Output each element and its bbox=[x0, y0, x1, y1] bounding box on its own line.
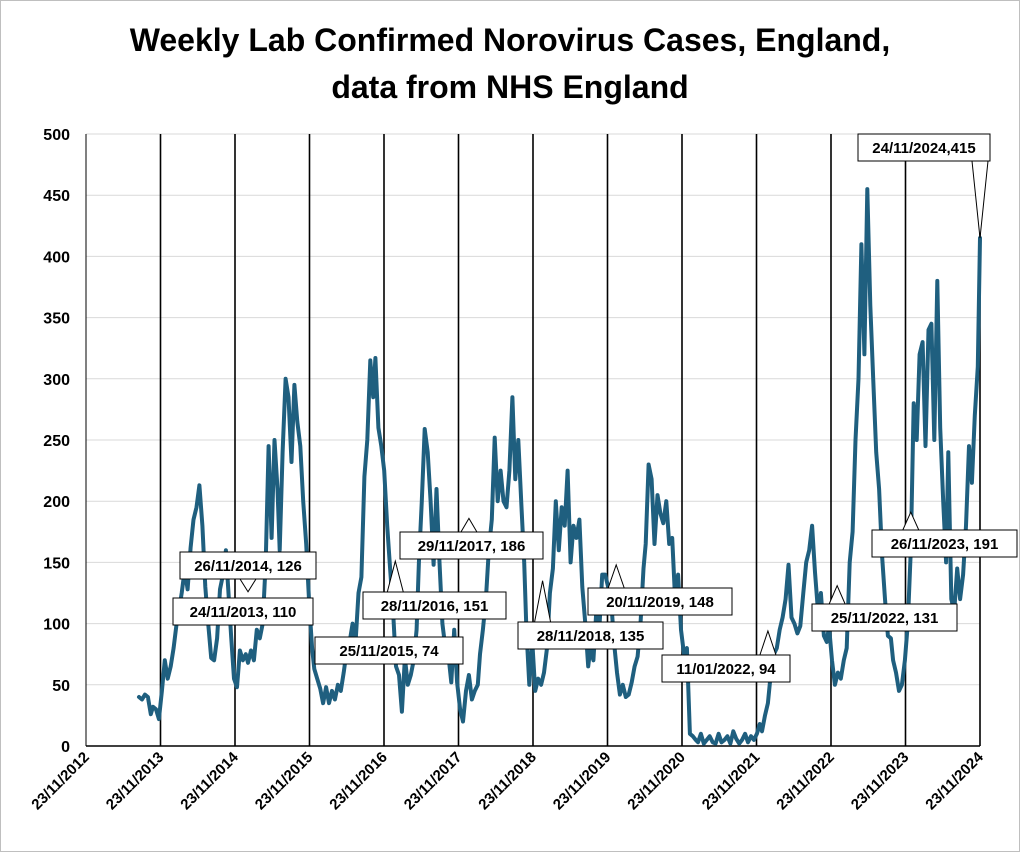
callout-pointer bbox=[971, 160, 989, 239]
annotation-callout: 24/11/2024,415 bbox=[857, 133, 991, 239]
annotation-callout: 26/11/2014, 126 bbox=[179, 551, 317, 593]
x-tick-label: 23/11/2013 bbox=[103, 749, 168, 814]
y-axis-ticks: 0 50 100 150 200 250 300 350 400 450 500 bbox=[43, 127, 70, 756]
callout-pointer bbox=[607, 563, 625, 589]
annotation-callout: 11/01/2022, 94 bbox=[661, 629, 791, 683]
annotation-callout: 25/11/2022, 131 bbox=[811, 584, 958, 632]
chart-title: Weekly Lab Confirmed Norovirus Cases, En… bbox=[130, 22, 890, 58]
annotation-callout: 28/11/2018, 135 bbox=[517, 580, 664, 650]
callout-box bbox=[871, 529, 1018, 558]
y-tick-label: 150 bbox=[43, 555, 70, 572]
callout-box bbox=[399, 531, 544, 560]
callout-label: 11/01/2022, 94 bbox=[676, 661, 776, 678]
series-group bbox=[137, 187, 982, 746]
y-tick-label: 500 bbox=[43, 127, 70, 144]
x-axis-ticks: 23/11/2012 23/11/2013 23/11/2014 23/11/2015… bbox=[28, 748, 987, 813]
callout-label: 25/11/2015, 74 bbox=[339, 643, 439, 660]
y-tick-label: 100 bbox=[43, 617, 70, 634]
annotation-callout: 25/11/2015, 74 bbox=[314, 636, 464, 665]
callout-label: 25/11/2022, 131 bbox=[831, 610, 939, 627]
x-tick-label: 23/11/2014 bbox=[177, 748, 242, 813]
x-tick-label: 23/11/2017 bbox=[401, 749, 466, 814]
callout-label: 26/11/2023, 191 bbox=[891, 536, 999, 553]
y-tick-label: 50 bbox=[52, 678, 70, 695]
x-tick-label: 23/11/2012 bbox=[28, 749, 93, 814]
callout-pointer bbox=[759, 629, 777, 656]
x-tick-label: 23/11/2019 bbox=[550, 749, 615, 814]
series-line-0 bbox=[137, 187, 982, 746]
callout-label: 28/11/2018, 135 bbox=[537, 628, 645, 645]
x-tick-label: 23/11/2022 bbox=[773, 749, 838, 814]
callout-label: 24/11/2013, 110 bbox=[190, 604, 297, 621]
callout-box bbox=[517, 621, 664, 650]
annotations: 24/11/2013, 110 26/11/2014, 126 25/11/2015… bbox=[172, 133, 1018, 683]
y-tick-label: 400 bbox=[43, 249, 70, 266]
callout-box bbox=[661, 654, 791, 683]
x-tick-label: 23/11/2023 bbox=[848, 749, 913, 814]
callout-label: 20/11/2019, 148 bbox=[606, 594, 714, 611]
annotation-callout: 26/11/2023, 191 bbox=[871, 510, 1018, 558]
y-tick-label: 250 bbox=[43, 433, 70, 450]
x-tick-label: 23/11/2015 bbox=[252, 749, 317, 814]
callout-pointer bbox=[239, 578, 257, 593]
x-tick-label: 23/11/2024 bbox=[922, 748, 987, 813]
y-tick-label: 0 bbox=[61, 739, 70, 756]
annotation-callout: 28/11/2016, 151 bbox=[362, 559, 507, 620]
callout-box bbox=[172, 597, 314, 626]
annotation-callout: 20/11/2019, 148 bbox=[587, 563, 733, 616]
callout-box bbox=[179, 551, 317, 580]
callout-label: 26/11/2014, 126 bbox=[194, 558, 302, 575]
chart-subtitle: data from NHS England bbox=[331, 69, 688, 105]
x-tick-label: 23/11/2020 bbox=[624, 749, 689, 814]
y-tick-label: 300 bbox=[43, 372, 70, 389]
callout-label: 29/11/2017, 186 bbox=[418, 538, 526, 555]
callout-box bbox=[314, 636, 464, 665]
x-tick-label: 23/11/2018 bbox=[475, 749, 540, 814]
y-tick-label: 350 bbox=[43, 311, 70, 328]
callout-label: 24/11/2024,415 bbox=[872, 140, 975, 157]
callout-label: 28/11/2016, 151 bbox=[381, 598, 489, 615]
y-tick-label: 450 bbox=[43, 188, 70, 205]
callout-box bbox=[857, 133, 991, 162]
y-tick-label: 200 bbox=[43, 494, 70, 511]
annotation-callout: 29/11/2017, 186 bbox=[399, 517, 544, 560]
callout-box bbox=[811, 603, 958, 632]
callout-box bbox=[587, 587, 733, 616]
annotation-callout: 24/11/2013, 110 bbox=[172, 597, 314, 626]
callout-box bbox=[362, 591, 507, 620]
x-tick-label: 23/11/2021 bbox=[699, 749, 764, 814]
callout-pointer bbox=[460, 517, 478, 533]
x-tick-label: 23/11/2016 bbox=[326, 749, 391, 814]
